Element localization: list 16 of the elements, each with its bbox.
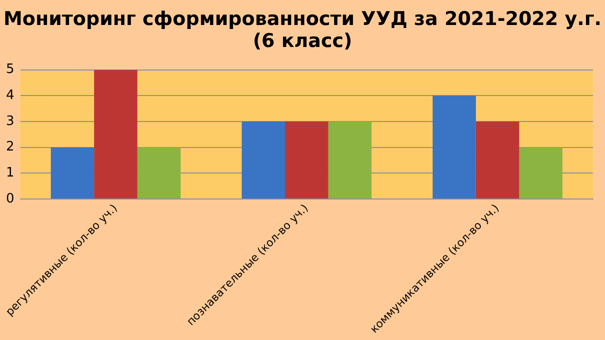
y-tick-label: 2 xyxy=(6,140,14,155)
bar xyxy=(432,96,476,198)
y-tick-label: 0 xyxy=(6,191,14,206)
y-tick-label: 5 xyxy=(6,62,14,78)
y-tick-label: 4 xyxy=(6,88,14,104)
bar xyxy=(476,121,520,198)
bar xyxy=(242,121,285,198)
bar xyxy=(50,147,94,198)
bar xyxy=(285,121,328,198)
bar xyxy=(137,147,181,198)
bar xyxy=(328,121,372,198)
chart-title: Мониторинг сформированности УУД за 2021-2022 у.г. (6 класс) xyxy=(2,7,602,54)
y-tick-label: 3 xyxy=(6,114,14,129)
bar xyxy=(94,70,138,198)
bar xyxy=(519,147,562,198)
y-tick-label: 1 xyxy=(6,166,14,181)
